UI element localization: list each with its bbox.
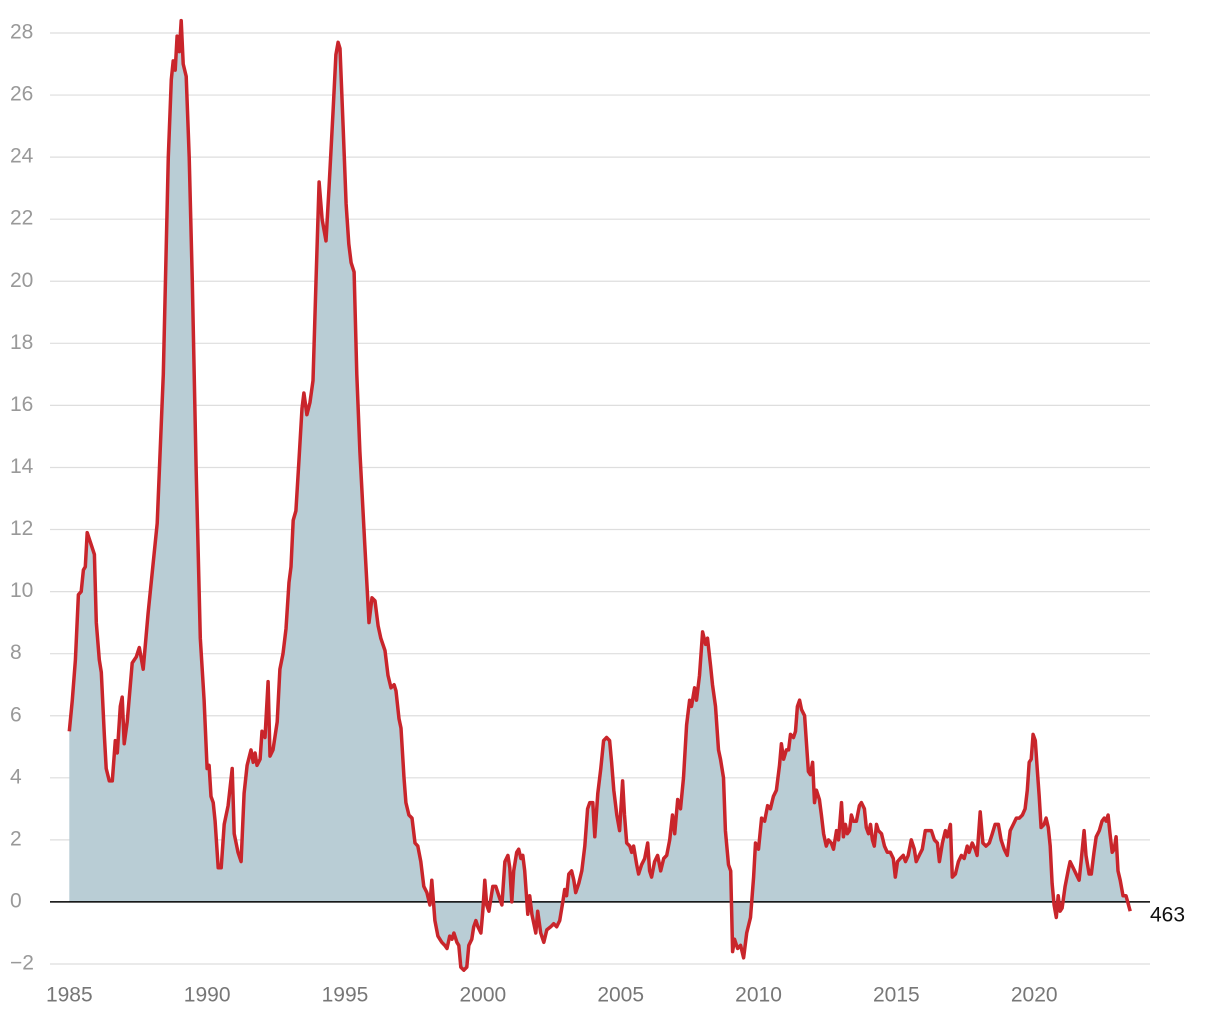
y-tick-label: 8 (10, 641, 22, 664)
y-tick-label: 0 (10, 889, 22, 912)
y-tick-label: 10 (10, 579, 33, 602)
y-tick-label: 24 (10, 145, 34, 168)
y-tick-label: 28 (10, 21, 33, 44)
x-tick-label: 2000 (459, 984, 506, 1007)
x-tick-label: 2010 (735, 984, 782, 1007)
x-tick-label: 2005 (597, 984, 644, 1007)
x-tick-label: 2020 (1011, 984, 1058, 1007)
end-annotation: 463 (1150, 904, 1185, 927)
x-tick-label: 1995 (322, 984, 369, 1007)
x-tick-label: 1990 (184, 984, 231, 1007)
x-tick-label: 2015 (873, 984, 920, 1007)
y-tick-label: 6 (10, 703, 22, 726)
y-tick-label: 14 (10, 455, 34, 478)
y-tick-label: 16 (10, 393, 33, 416)
y-tick-label: 2 (10, 827, 22, 850)
y-tick-label: 26 (10, 83, 33, 106)
y-tick-label: 12 (10, 517, 33, 540)
y-tick-label: 22 (10, 207, 33, 230)
y-tick-label: 18 (10, 331, 33, 354)
area (69, 20, 1131, 971)
y-tick-label: 4 (10, 765, 22, 788)
line (67, 18, 1132, 972)
y-tick-label: 20 (10, 269, 33, 292)
y-tick-label: −2 (10, 952, 34, 975)
x-tick-label: 1985 (46, 984, 93, 1007)
